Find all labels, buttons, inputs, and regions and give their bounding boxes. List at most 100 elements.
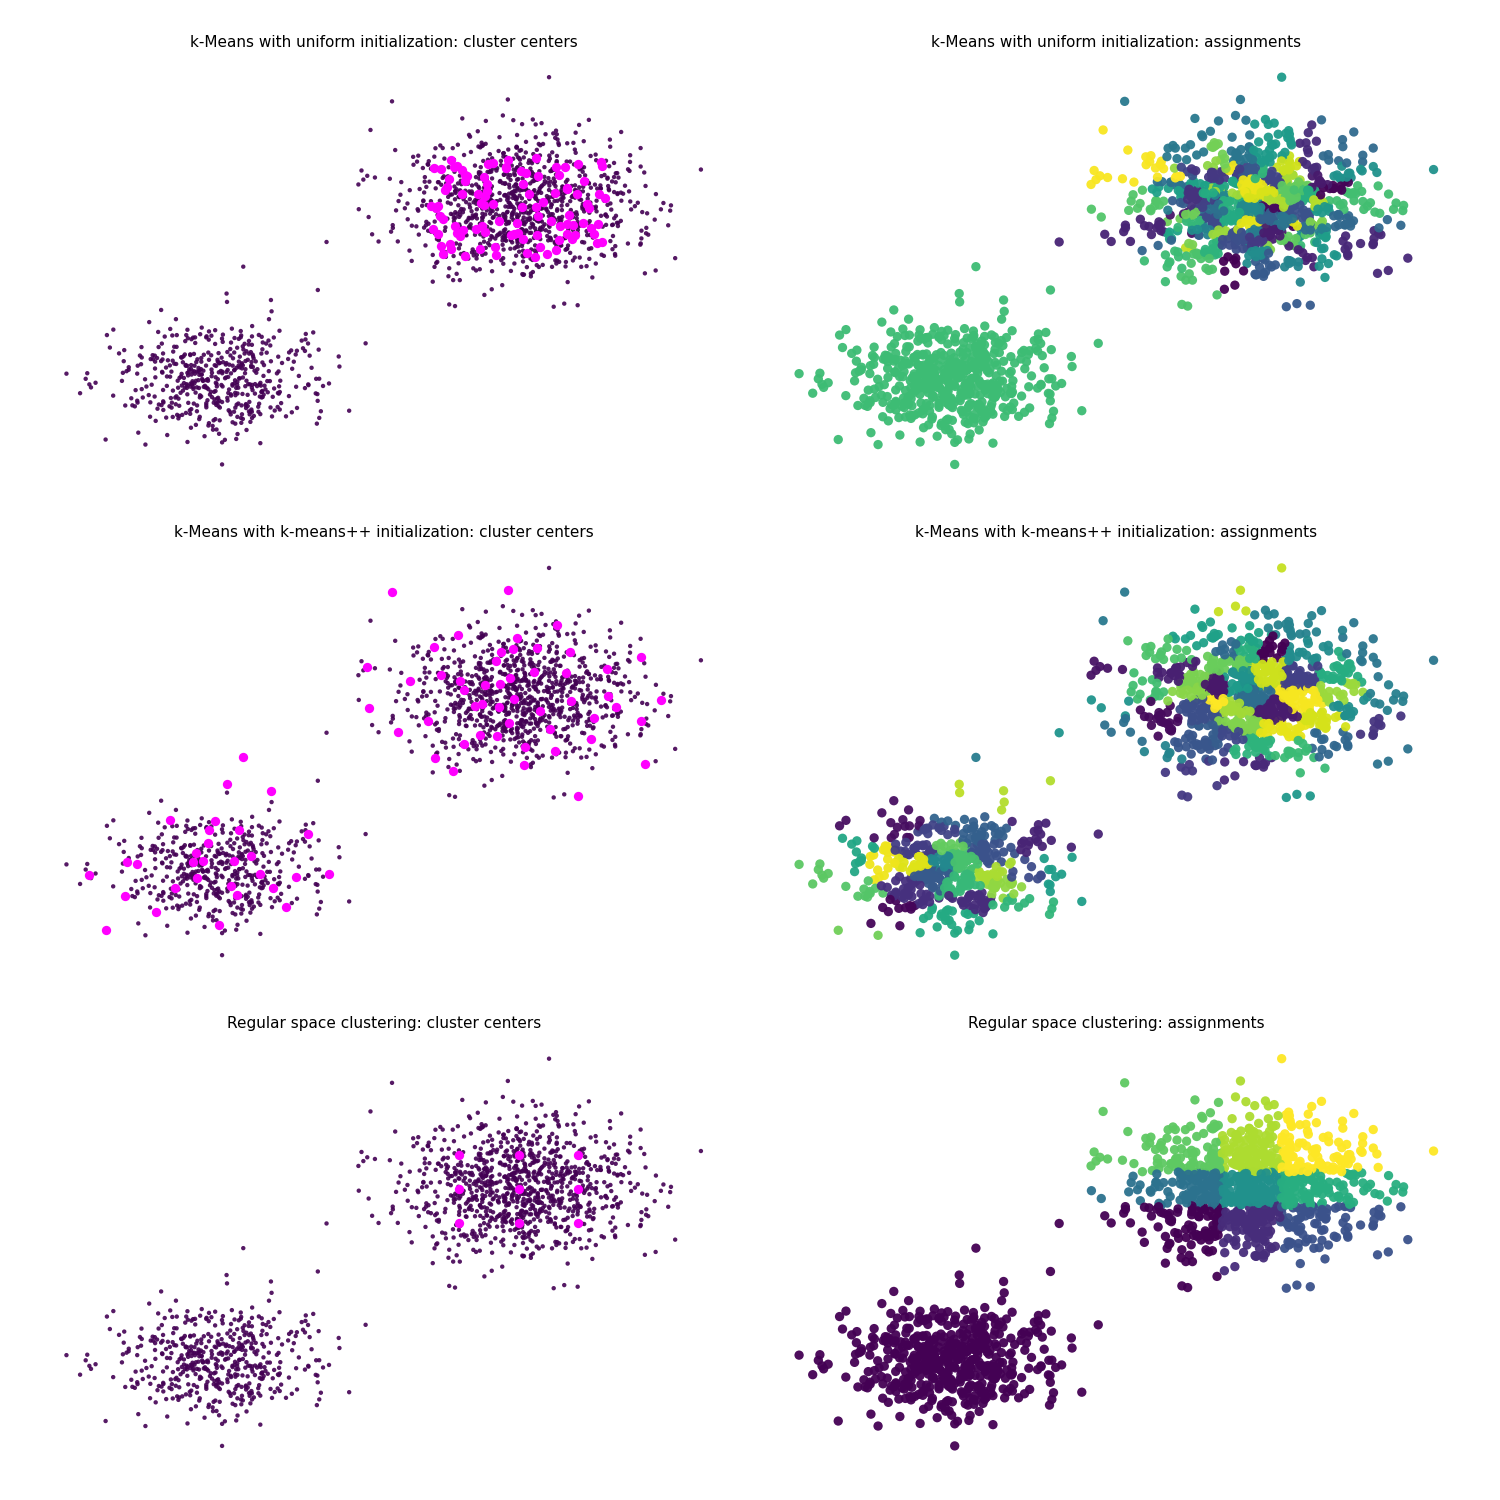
Point	[1192, 1180, 1216, 1204]
Point	[1188, 242, 1212, 266]
Point	[578, 662, 602, 686]
Point	[512, 650, 536, 674]
Point	[1196, 188, 1219, 211]
Point	[454, 190, 478, 214]
Point	[489, 153, 513, 177]
Point	[436, 1238, 460, 1262]
Point	[1208, 712, 1231, 736]
Point	[972, 1358, 996, 1382]
Point	[1282, 209, 1306, 232]
Point	[916, 903, 940, 927]
Point	[1263, 1113, 1287, 1137]
Point	[1274, 1138, 1298, 1162]
Point	[1185, 1125, 1209, 1149]
Point	[524, 732, 548, 756]
Point	[452, 1125, 476, 1149]
Point	[544, 252, 568, 276]
Point	[570, 156, 594, 180]
Point	[922, 1344, 946, 1368]
Point	[470, 1170, 494, 1194]
Point	[1206, 217, 1230, 242]
Point	[1262, 718, 1286, 742]
Point	[1244, 238, 1268, 262]
Point	[524, 112, 548, 136]
Point	[1088, 654, 1112, 678]
Point	[906, 375, 930, 399]
Point	[518, 238, 542, 262]
Point	[254, 822, 278, 846]
Point	[1239, 1208, 1263, 1231]
Point	[1238, 1149, 1262, 1173]
Point	[1254, 108, 1278, 132]
Point	[1232, 194, 1256, 217]
Point	[266, 394, 290, 418]
Point	[1368, 1184, 1392, 1208]
Point	[538, 170, 562, 194]
Point	[938, 1353, 962, 1377]
Point	[458, 214, 482, 238]
Point	[912, 1338, 936, 1362]
Point	[470, 154, 494, 178]
Point	[928, 831, 952, 855]
Point	[933, 1400, 957, 1423]
Point	[231, 354, 255, 378]
Point	[1226, 696, 1250, 720]
Point	[525, 204, 549, 228]
Point	[938, 375, 962, 399]
Point	[483, 244, 507, 268]
Point	[1212, 166, 1236, 190]
Point	[248, 882, 272, 906]
Point	[462, 243, 486, 267]
Point	[512, 636, 536, 660]
Point	[576, 192, 600, 216]
Point	[284, 1324, 308, 1348]
Point	[1322, 177, 1346, 201]
Point	[183, 370, 207, 394]
Point	[920, 406, 944, 430]
Point	[876, 1330, 900, 1354]
Point	[486, 700, 510, 724]
Point	[546, 1113, 570, 1137]
Point	[1284, 176, 1308, 200]
Point	[944, 821, 968, 844]
Point	[1112, 1202, 1136, 1225]
Point	[1296, 1167, 1320, 1191]
Point	[510, 1244, 534, 1268]
Point	[1179, 1138, 1203, 1162]
Point	[267, 1356, 291, 1380]
Point	[1220, 1162, 1244, 1186]
Point	[501, 693, 525, 717]
Point	[448, 651, 472, 675]
Point	[174, 843, 198, 867]
Point	[994, 376, 1018, 400]
Point	[1238, 213, 1262, 237]
Point	[216, 1340, 240, 1364]
Point	[150, 1341, 174, 1365]
Point	[176, 382, 200, 406]
Point	[920, 1358, 944, 1382]
Point	[1149, 1134, 1173, 1158]
Point	[1338, 211, 1362, 236]
Point	[468, 1146, 492, 1170]
Point	[999, 836, 1023, 860]
Point	[944, 360, 968, 384]
Point	[562, 1167, 586, 1191]
Point	[506, 156, 530, 180]
Point	[1138, 634, 1162, 658]
Point	[246, 394, 270, 418]
Point	[1242, 682, 1266, 706]
Point	[417, 1192, 441, 1216]
Point	[570, 160, 594, 184]
Point	[1164, 656, 1188, 680]
Point	[584, 742, 608, 766]
Point	[495, 210, 519, 234]
Point	[562, 214, 586, 238]
Point	[1132, 1196, 1156, 1219]
Point	[936, 352, 960, 376]
Point	[1228, 1119, 1252, 1143]
Point	[492, 1144, 516, 1168]
Point	[450, 196, 474, 220]
Point	[972, 340, 996, 364]
Point	[1120, 1164, 1144, 1188]
Point	[537, 556, 561, 580]
